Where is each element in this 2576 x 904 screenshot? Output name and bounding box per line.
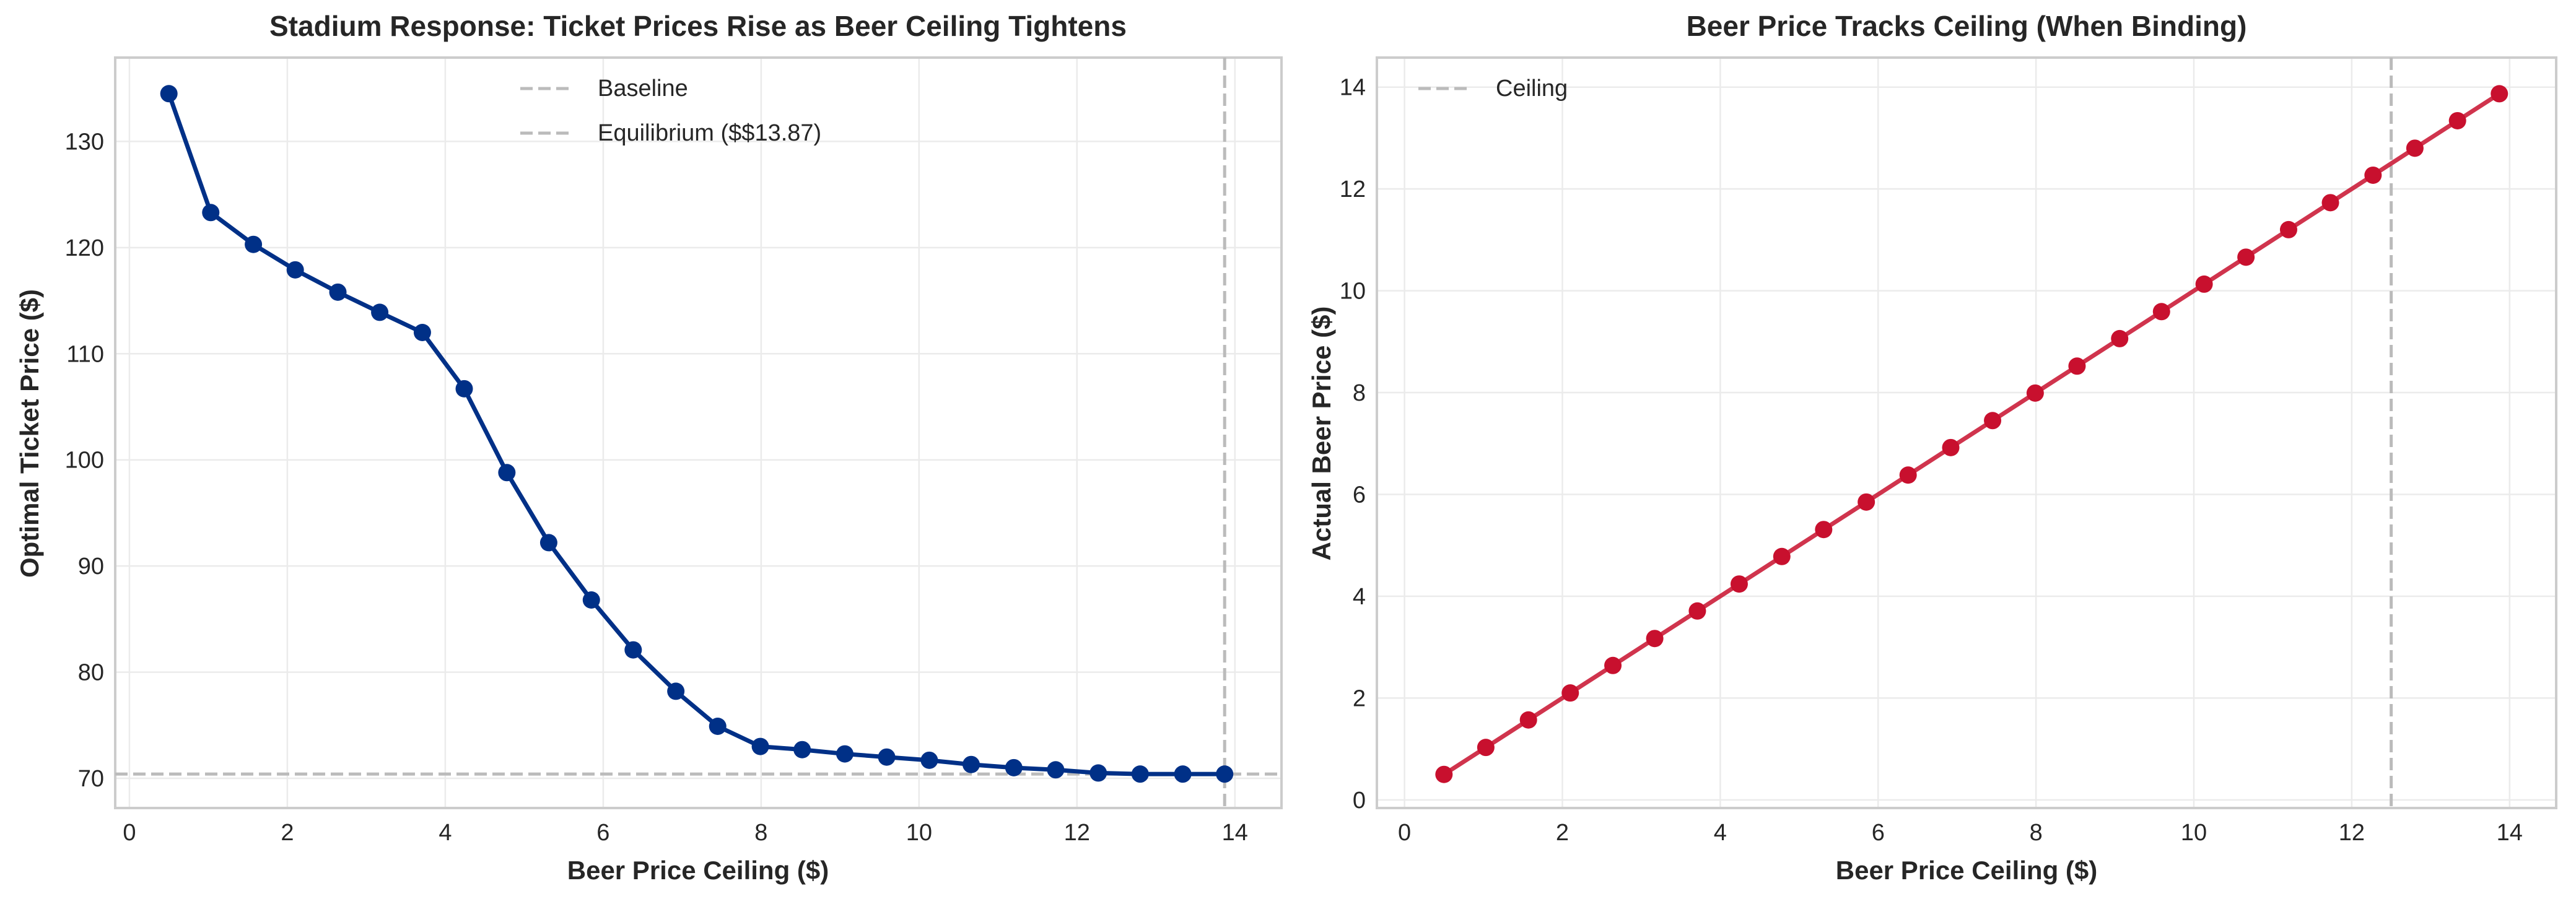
data-point (1604, 656, 1622, 674)
x-tick-label: 6 (1872, 820, 1885, 846)
y-tick-label: 70 (78, 766, 104, 792)
plot-frame (1376, 56, 2557, 809)
data-point (1773, 547, 1791, 565)
y-axis-label: Actual Beer Price ($) (1307, 306, 1336, 561)
x-tick-label: 0 (123, 820, 136, 846)
x-axis-label: Beer Price Ceiling ($) (1836, 856, 2097, 885)
data-point (1561, 684, 1579, 702)
y-tick-label: 10 (1340, 279, 1366, 305)
data-point (329, 283, 347, 301)
data-point (2279, 220, 2297, 238)
y-tick-label: 2 (1353, 685, 1366, 711)
data-point (1216, 765, 1234, 783)
data-point (920, 751, 938, 769)
data-point (160, 85, 178, 103)
x-tick-label: 4 (439, 820, 452, 846)
data-point (2491, 85, 2508, 103)
data-point (582, 591, 600, 609)
legend-entry: Equilibrium ($$13.87) (598, 120, 821, 146)
chart-title: Beer Price Tracks Ceiling (When Binding) (1687, 10, 2247, 42)
y-tick-label: 90 (78, 554, 104, 580)
data-point (2195, 275, 2213, 293)
y-tick-label: 14 (1340, 75, 1366, 101)
data-point (1984, 412, 2002, 430)
plot-frame (114, 56, 1283, 809)
data-point (836, 745, 854, 763)
legend-entry: Ceiling (1496, 76, 1568, 102)
data-point (1174, 765, 1192, 783)
data-point (2448, 111, 2466, 129)
y-tick-label: 120 (65, 235, 104, 261)
chart-title: Stadium Response: Ticket Prices Rise as … (269, 10, 1127, 42)
x-axis-label: Beer Price Ceiling ($) (567, 856, 829, 885)
data-point (1131, 765, 1149, 783)
y-tick-label: 80 (78, 660, 104, 686)
x-tick-label: 10 (906, 820, 932, 846)
data-point (2406, 139, 2424, 157)
data-point (2237, 248, 2255, 266)
data-point (1005, 758, 1023, 776)
data-point (624, 641, 642, 659)
x-tick-label: 14 (2497, 820, 2523, 846)
data-point (2068, 357, 2086, 375)
data-point (793, 741, 811, 758)
x-tick-label: 14 (1222, 820, 1248, 846)
y-tick-label: 8 (1353, 380, 1366, 406)
x-tick-label: 2 (1556, 820, 1569, 846)
ticket-price-chart: Stadium Response: Ticket Prices Rise as … (15, 10, 1283, 885)
y-axis-label: Optimal Ticket Price ($) (15, 289, 44, 578)
data-point (413, 324, 431, 341)
data-point (2111, 329, 2129, 347)
data-point (245, 235, 263, 253)
beer-price-chart: Beer Price Tracks Ceiling (When Binding)… (1307, 10, 2557, 885)
y-tick-label: 130 (65, 129, 104, 155)
y-tick-label: 100 (65, 448, 104, 474)
data-point (962, 755, 980, 773)
data-point (2152, 303, 2170, 321)
data-point (498, 464, 516, 482)
data-point (751, 737, 769, 755)
data-point (1089, 764, 1107, 782)
data-point (1519, 711, 1537, 729)
x-tick-label: 8 (2030, 820, 2043, 846)
x-tick-label: 8 (754, 820, 767, 846)
data-point (286, 261, 304, 279)
x-tick-label: 12 (1064, 820, 1090, 846)
data-point (1942, 438, 1960, 456)
x-tick-label: 10 (2181, 820, 2207, 846)
data-point (371, 303, 389, 321)
y-tick-label: 6 (1353, 482, 1366, 508)
data-point (1899, 466, 1917, 484)
data-point (1646, 630, 1664, 648)
x-tick-label: 0 (1398, 820, 1411, 846)
series-line (1443, 92, 2501, 776)
data-point (1730, 575, 1748, 593)
data-point (202, 204, 220, 222)
data-point (539, 534, 557, 552)
x-tick-label: 2 (281, 820, 294, 846)
x-tick-label: 6 (596, 820, 609, 846)
data-point (1047, 761, 1065, 779)
data-point (1477, 739, 1495, 757)
data-point (709, 718, 727, 735)
data-point (455, 380, 473, 398)
data-point (2026, 384, 2044, 402)
data-point (1688, 602, 1706, 620)
data-point (878, 748, 896, 766)
y-tick-label: 4 (1353, 584, 1366, 610)
y-tick-label: 0 (1353, 788, 1366, 814)
x-tick-label: 4 (1714, 820, 1727, 846)
y-tick-label: 110 (66, 341, 104, 367)
data-point (1435, 765, 1453, 783)
data-point (1858, 493, 1875, 511)
legend-entry: Baseline (598, 76, 688, 102)
data-point (2321, 194, 2339, 212)
data-point (1815, 521, 1833, 539)
x-tick-label: 12 (2339, 820, 2365, 846)
data-point (2364, 166, 2382, 184)
y-tick-label: 12 (1340, 176, 1366, 202)
data-point (667, 682, 685, 700)
